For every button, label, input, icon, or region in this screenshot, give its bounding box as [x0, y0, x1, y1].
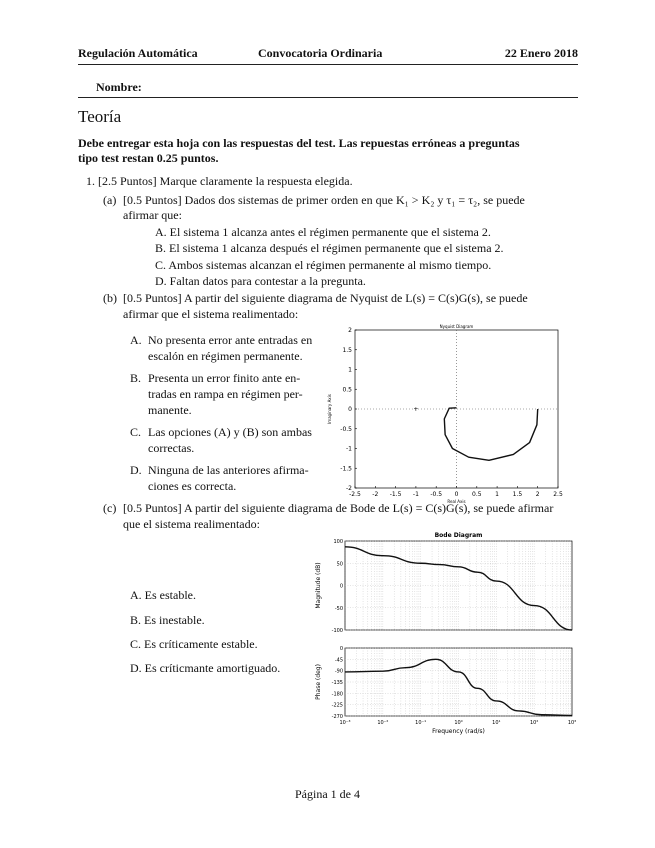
qb-option-text: Ninguna de las anteriores afirma- [148, 463, 309, 477]
qa-line-1: [0.5 Puntos] Dados dos sistemas de prime… [123, 193, 525, 207]
phase-tick-label: -135 [332, 680, 343, 686]
phase-tick-label: -180 [332, 691, 343, 697]
magnitude-curve [344, 546, 573, 631]
x-tick-label: -0.5 [430, 491, 442, 498]
phase-tick-label: -45 [335, 657, 343, 663]
bode-diagram: Bode Diagram 100 50 0 -50 -100 0 -45 -90 -135 -180… [315, 532, 576, 735]
qc-option-c: C. Es críticamente estable. [130, 637, 258, 651]
qc-label: (c) [103, 501, 117, 515]
frequency-tick-label: 10² [530, 720, 538, 726]
frequency-tick-label: 10⁻³ [339, 720, 350, 726]
y-tick-label: -1.5 [340, 465, 352, 472]
qb-option-text: correctas. [148, 441, 195, 455]
magnitude-tick-label: 50 [337, 561, 343, 567]
qa-label: (a) [103, 193, 117, 207]
critical-point-marker: + [413, 406, 418, 413]
y-tick-label: -1 [346, 446, 352, 453]
section-title: Teoría [78, 107, 122, 126]
frequency-tick-label: 10⁻¹ [415, 720, 426, 726]
y-tick-label: 0.5 [342, 386, 352, 393]
phase-axis-label: Phase (deg) [315, 664, 322, 700]
qc-option-d: D. Es críticmante amortiguado. [130, 661, 281, 675]
x-tick-label: -2 [372, 491, 378, 498]
qb-option-text: escalón en régimen permanente. [148, 349, 303, 363]
magnitude-tick-label: -100 [332, 628, 343, 634]
phase-curve [344, 658, 573, 717]
magnitude-tick-label: 0 [340, 584, 343, 590]
qc-option-b: B. Es inestable. [130, 613, 205, 627]
y-tick-label: -0.5 [340, 426, 352, 433]
qb-label: (b) [103, 291, 117, 305]
frequency-tick-label: 10⁻² [377, 720, 388, 726]
x-tick-label: 1.5 [513, 491, 523, 498]
qa-option-a: A. El sistema 1 alcanza antes el régimen… [155, 225, 491, 239]
phase-tick-label: -225 [332, 703, 343, 709]
qa-option-c: C. Ambos sistemas alcanzan el régimen pe… [155, 258, 492, 272]
exam-date: 22 Enero 2018 [504, 46, 578, 60]
qb-option-text: Las opciones (A) y (B) son ambas [148, 425, 312, 439]
y-tick-label: 1.5 [342, 347, 352, 354]
header-rule [78, 64, 578, 65]
q1-number: 1. [86, 174, 95, 188]
y-axis-label: Imaginary Axis [327, 394, 332, 424]
x-tick-label: 2 [536, 491, 540, 498]
y-tick-label: 0 [348, 406, 352, 413]
qc-option-a: A. Es estable. [130, 588, 196, 602]
magnitude-tick-label: -50 [335, 606, 343, 612]
session-name: Convocatoria Ordinaria [258, 46, 383, 60]
qb-option-text: Presenta un error finito ante en- [148, 371, 301, 385]
qb-option-text: No presenta error ante entradas en [148, 333, 313, 347]
qb-option-text: tradas en rampa en régimen per- [148, 387, 303, 401]
qb-option-text: manente. [148, 403, 192, 417]
y-tick-label: 1 [348, 367, 352, 374]
qa-option-d: D. Faltan datos para contestar a la preg… [155, 274, 366, 288]
nyquist-diagram: -2.5 -2 -1.5 -1 -0.5 0 0.5 1 1.5 2 2.521.510.50-0.… [327, 324, 563, 504]
y-tick-label: -2 [346, 485, 352, 492]
name-label: Nombre: [96, 80, 142, 94]
qb-option-text: ciones es correcta. [148, 479, 237, 493]
x-tick-label: -1.5 [390, 491, 402, 498]
x-tick-label: 0 [455, 491, 459, 498]
y-tick-label: 2 [348, 327, 352, 334]
x-axis-label: Real Axis [447, 499, 465, 504]
x-tick-label: 2.5 [553, 491, 563, 498]
phase-tick-label: -90 [335, 669, 343, 675]
qb-line-2: afirmar que el sistema realimentado: [123, 307, 299, 321]
x-tick-label: 0.5 [472, 491, 482, 498]
phase-tick-label: -270 [332, 714, 343, 720]
plot-title: Bode Diagram [435, 532, 483, 539]
x-tick-label: -2.5 [349, 491, 361, 498]
q1-text: [2.5 Puntos] Marque claramente la respue… [98, 174, 353, 188]
magnitude-axis-label: Magnitude (dB) [315, 562, 322, 608]
instructions-line-1: Debe entregar esta hoja con las respuest… [78, 136, 520, 150]
name-rule [78, 97, 578, 98]
page-number: Página 1 de 4 [295, 787, 360, 801]
qb-option-letter: B. [130, 371, 142, 385]
x-tick-label: -1 [413, 491, 419, 498]
x-tick-label: 1 [495, 491, 499, 498]
qb-option-letter: A. [130, 333, 142, 347]
plot-title: Nyquist Diagram [440, 324, 474, 329]
qc-line-1: [0.5 Puntos] A partir del siguiente diag… [123, 501, 554, 515]
qb-option-letter: C. [130, 425, 142, 439]
frequency-tick-label: 10¹ [492, 720, 500, 726]
qc-line-2: que el sistema realimentado: [123, 517, 260, 531]
frequency-tick-label: 10³ [568, 720, 576, 726]
course-name: Regulación Automática [78, 46, 198, 60]
qb-option-letter: D. [130, 463, 142, 477]
instructions-line-2: tipo test restan 0.25 puntos. [78, 151, 219, 165]
magnitude-tick-label: 100 [333, 539, 343, 545]
qa-option-b: B. El sistema 1 alcanza después el régim… [155, 241, 504, 255]
x-axis-label: Frequency (rad/s) [432, 728, 485, 735]
phase-tick-label: 0 [340, 646, 343, 652]
qb-line-1: [0.5 Puntos] A partir del siguiente diag… [123, 291, 528, 305]
qa-line-2: afirmar que: [123, 208, 182, 222]
nyquist-curve [443, 407, 539, 462]
frequency-tick-label: 10⁰ [454, 720, 462, 726]
